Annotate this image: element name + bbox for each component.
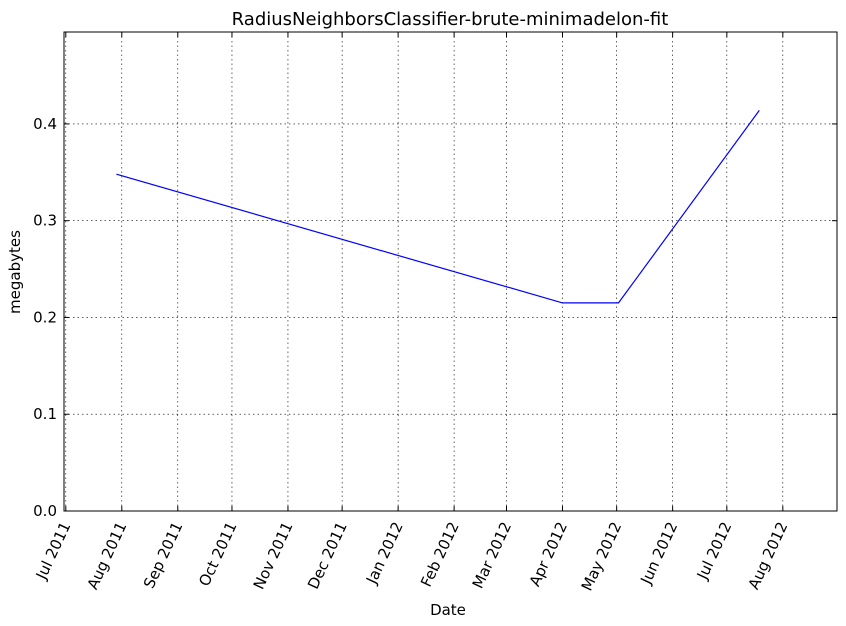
x-tick-label: Aug 2012 xyxy=(745,519,792,592)
grid xyxy=(64,32,837,512)
y-tick-label: 0.1 xyxy=(33,405,57,423)
x-tick-label: Dec 2011 xyxy=(304,519,351,592)
series-layer xyxy=(116,110,760,304)
x-tick-label: Jul 2011 xyxy=(32,519,75,583)
x-tick-label: Nov 2011 xyxy=(250,519,297,592)
x-tick-label: Jan 2012 xyxy=(362,519,407,587)
plot-frame xyxy=(63,31,838,512)
y-tick-label: 0.2 xyxy=(33,308,57,326)
y-tick-label: 0.0 xyxy=(33,502,57,520)
y-tick-label: 0.4 xyxy=(33,115,57,133)
x-tick-label: Mar 2012 xyxy=(469,519,515,591)
x-tick-label: Feb 2012 xyxy=(417,519,463,590)
x-tick-label: Jun 2012 xyxy=(636,519,681,588)
x-tick-label: Aug 2011 xyxy=(84,519,131,592)
ticks: Jul 2011 Aug 2011 Sep 2011 Oct 2011 Nov 2011… xyxy=(32,32,837,594)
y-axis-title: megabytes xyxy=(6,230,24,314)
chart-title: RadiusNeighborsClassifier-brute-minimade… xyxy=(232,9,669,30)
x-axis-title: Date xyxy=(430,601,466,619)
x-tick-label: Apr 2012 xyxy=(526,519,571,589)
series-line xyxy=(116,110,760,304)
x-tick-label: Oct 2011 xyxy=(195,519,240,589)
y-tick-label: 0.3 xyxy=(33,212,57,230)
x-tick-label: Sep 2011 xyxy=(140,519,186,591)
x-tick-label: Jul 2012 xyxy=(693,519,736,583)
x-tick-label: May 2012 xyxy=(578,519,626,594)
